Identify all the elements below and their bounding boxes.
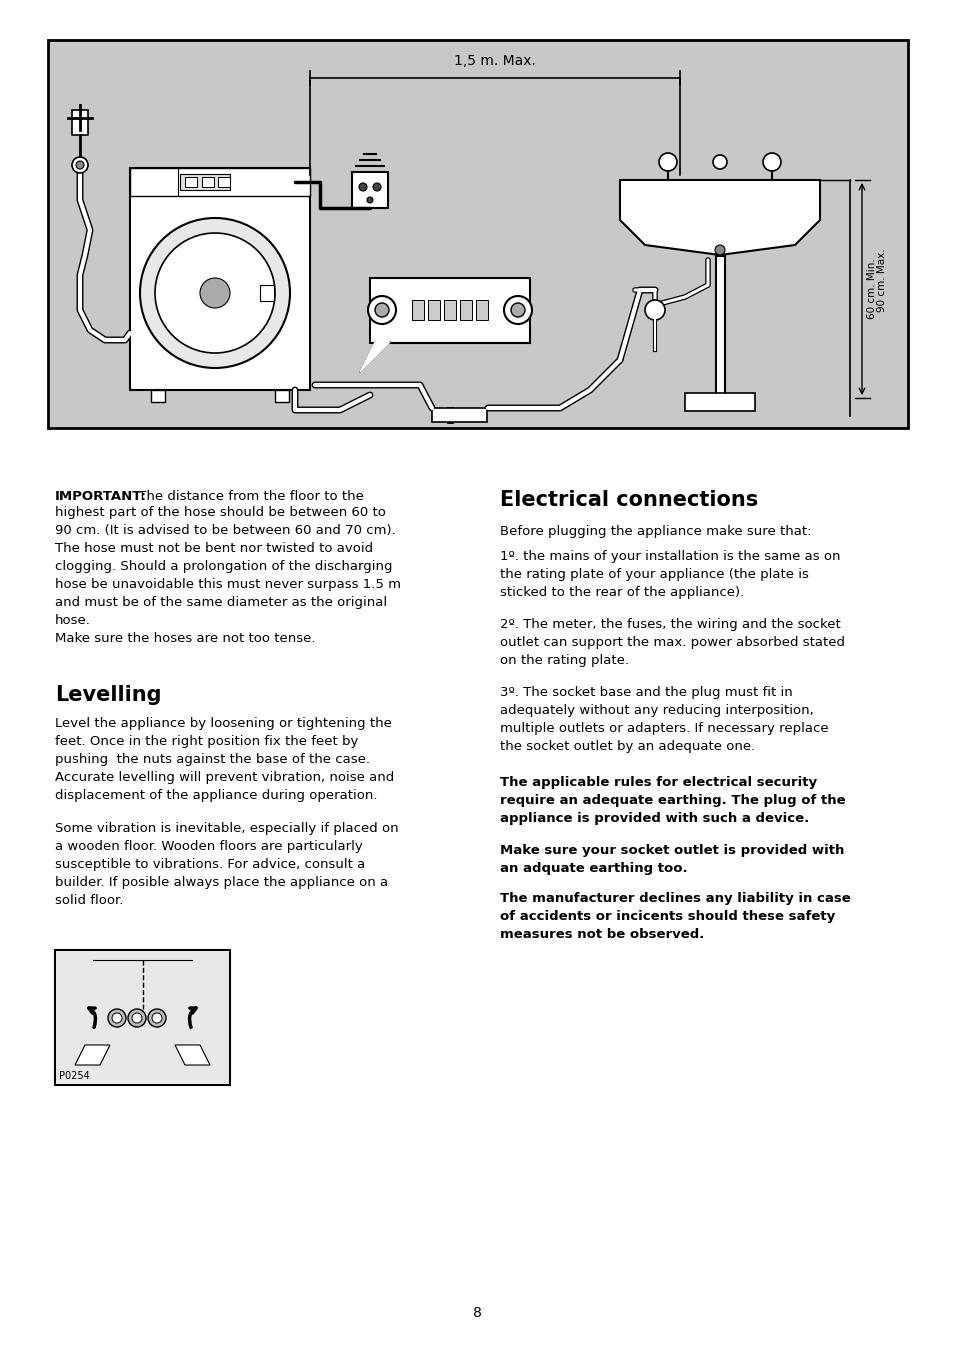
Text: Some vibration is inevitable, especially if placed on
a wooden floor. Wooden flo: Some vibration is inevitable, especially…: [55, 821, 398, 907]
Bar: [260, 285, 274, 301]
Bar: [432, 408, 486, 422]
Bar: [459, 300, 472, 320]
Text: Before plugging the appliance make sure that:: Before plugging the appliance make sure …: [499, 526, 811, 538]
Bar: [352, 172, 388, 208]
Circle shape: [659, 153, 677, 172]
Polygon shape: [359, 342, 390, 372]
Circle shape: [71, 157, 88, 173]
Bar: [130, 168, 310, 196]
Text: The applicable rules for electrical security
require an adequate earthing. The p: The applicable rules for electrical secu…: [499, 775, 844, 825]
Text: Make sure your socket outlet is provided with
an adquate earthing too.: Make sure your socket outlet is provided…: [499, 844, 843, 875]
Circle shape: [714, 245, 724, 255]
Circle shape: [373, 182, 380, 190]
Circle shape: [375, 303, 389, 317]
Bar: [202, 177, 213, 186]
Circle shape: [712, 155, 726, 169]
Circle shape: [511, 303, 524, 317]
Bar: [56, 951, 229, 1084]
Circle shape: [108, 1009, 126, 1027]
Circle shape: [644, 300, 664, 320]
Circle shape: [128, 1009, 146, 1027]
Text: The distance from the floor to the: The distance from the floor to the: [133, 490, 363, 503]
Bar: [130, 168, 310, 390]
Circle shape: [112, 1013, 122, 1023]
Polygon shape: [619, 180, 820, 255]
Bar: [185, 177, 196, 186]
Circle shape: [152, 1013, 162, 1023]
Polygon shape: [75, 1046, 110, 1065]
Circle shape: [503, 296, 532, 324]
Circle shape: [367, 197, 373, 203]
Bar: [684, 393, 754, 411]
Text: highest part of the hose should be between 60 to
90 cm. (It is advised to be bet: highest part of the hose should be betwe…: [55, 507, 400, 644]
Circle shape: [132, 1013, 142, 1023]
Text: 2º. The meter, the fuses, the wiring and the socket
outlet can support the max. : 2º. The meter, the fuses, the wiring and…: [499, 617, 844, 667]
Bar: [370, 278, 530, 343]
Bar: [476, 300, 488, 320]
Bar: [412, 300, 423, 320]
Bar: [443, 300, 456, 320]
Text: 3º. The socket base and the plug must fit in
adequately without any reducing int: 3º. The socket base and the plug must fi…: [499, 686, 828, 753]
Text: Levelling: Levelling: [55, 685, 161, 705]
Text: 1º. the mains of your installation is the same as on
the rating plate of your ap: 1º. the mains of your installation is th…: [499, 550, 840, 598]
Text: P0254: P0254: [59, 1071, 90, 1081]
Circle shape: [154, 232, 274, 353]
Text: IMPORTANT:: IMPORTANT:: [55, 490, 147, 503]
Text: 60 cm. Min.: 60 cm. Min.: [866, 258, 876, 319]
Bar: [180, 174, 230, 190]
Circle shape: [358, 182, 367, 190]
Bar: [151, 390, 165, 403]
Bar: [218, 177, 230, 186]
Bar: [48, 41, 907, 428]
Bar: [71, 109, 88, 135]
Bar: [428, 300, 439, 320]
Circle shape: [140, 218, 290, 367]
Circle shape: [148, 1009, 166, 1027]
Text: 8: 8: [472, 1306, 481, 1320]
Text: 1,5 m. Max.: 1,5 m. Max.: [454, 54, 536, 68]
Bar: [55, 950, 230, 1085]
Circle shape: [368, 296, 395, 324]
Text: Level the appliance by loosening or tightening the
feet. Once in the right posit: Level the appliance by loosening or tigh…: [55, 717, 394, 802]
Bar: [274, 390, 289, 403]
Text: The manufacturer declines any liability in case
of accidents or incicents should: The manufacturer declines any liability …: [499, 892, 850, 942]
Polygon shape: [174, 1046, 210, 1065]
Circle shape: [762, 153, 781, 172]
Circle shape: [76, 161, 84, 169]
Text: 90 cm. Max.: 90 cm. Max.: [876, 249, 886, 312]
Circle shape: [200, 278, 230, 308]
Text: Electrical connections: Electrical connections: [499, 490, 758, 509]
